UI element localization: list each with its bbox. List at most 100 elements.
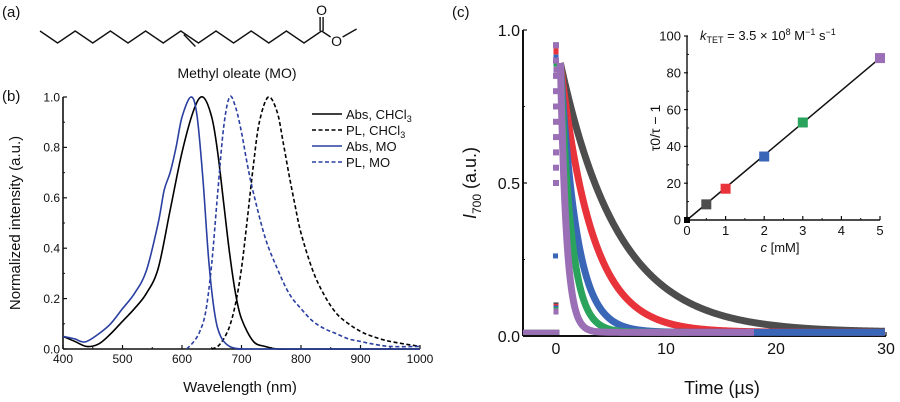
inset-x-tick-label: 2: [761, 223, 768, 238]
chart-c-data-point: [553, 60, 559, 67]
chart-c-x-tick-label: 20: [767, 341, 785, 358]
inset-xlabel-unit: [mM]: [767, 240, 800, 255]
annot-k-sub: TET: [707, 35, 725, 45]
chart-c-inset: 0 1 2 3 4 5 0 20 40 60 80 100: [659, 29, 885, 238]
molecule-name: Methyl oleate (MO): [177, 65, 296, 81]
carbonyl-oxygen: O: [316, 2, 327, 18]
panel-label-c: (c): [452, 4, 470, 21]
chart-c-data-point: [553, 103, 559, 110]
inset-fit-line: [686, 57, 881, 221]
chart-c-xlabel: Time (µs): [684, 378, 760, 398]
inset-xlabel-c: c: [761, 240, 768, 255]
legend-label: PL, CHCl: [346, 123, 400, 138]
chart-b-x-tick-label: 400: [53, 352, 73, 366]
legend-label: Abs, CHCl: [346, 107, 407, 122]
chart-b-xlabel: Wavelength (nm): [183, 379, 297, 396]
chart-c-data-point: [553, 180, 559, 186]
chart-c-decay-curve: [556, 62, 757, 336]
legend-label: Abs, MO: [346, 139, 397, 154]
inset-x-tick-label: 4: [838, 223, 845, 238]
chart-b-y-tick-label: 1.0: [43, 90, 60, 104]
chart-c-data-point: [553, 42, 559, 49]
inset-data-point: [797, 117, 808, 128]
panel-label-a: (a): [2, 4, 20, 21]
inset-data-point: [720, 183, 731, 194]
inset-x-tick-label: 5: [876, 223, 883, 238]
annot-u1: −1: [805, 27, 815, 37]
inset-data-point: [875, 53, 885, 64]
legend-entry: Abs, CHCl3: [346, 107, 412, 124]
inset-y-tick-label: 100: [659, 29, 681, 44]
inset-x-tick-label: 1: [722, 223, 729, 238]
inset-y-tick-label: 40: [667, 139, 681, 154]
chart-c-data-point: [553, 118, 559, 125]
chart-c-y-tick-label: 1.0: [498, 23, 520, 40]
legend-label-sub: 3: [400, 130, 405, 140]
chart-b-x-tick-label: 1000: [407, 352, 434, 366]
chart-b: 400 500 600 700 800 900 1000 0.0 0.2 0.4 0.6 0.8 1.0…: [43, 90, 433, 366]
chart-c: 0 10 20 300.00.51.0: [498, 23, 895, 358]
inset-y-tick-label: 60: [667, 102, 681, 117]
chart-c-ylabel-rest: (a.u.): [460, 147, 480, 194]
chart-b-x-tick-label: 500: [112, 352, 132, 366]
methyl-bond: [342, 28, 357, 38]
inset-data-point: [684, 217, 690, 223]
chart-b-ylabel: Normalized intensity (a.u.): [7, 136, 24, 310]
inset-y-tick-label: 0: [674, 213, 681, 228]
chart-c-data-point: [553, 164, 559, 171]
chart-c-data-point: [553, 149, 559, 156]
chart-c-data-point: [553, 48, 559, 55]
inset-xlabel: c [mM]: [761, 240, 800, 255]
chart-b-series-line: [211, 96, 421, 350]
annot-s: s: [815, 28, 826, 43]
chart-c-ylabel-i: I: [460, 214, 480, 219]
chart-c-decay-curve: [556, 62, 888, 336]
chart-b-y-tick-label: 0.2: [43, 292, 60, 306]
chart-c-ylabel: I700 (a.u.): [460, 147, 484, 219]
chart-c-data-point: [553, 66, 559, 73]
annot-k: k: [700, 28, 708, 43]
chart-b-series-line: [62, 96, 420, 350]
chart-c-data-point: [553, 54, 559, 61]
chart-c-data-point: [553, 57, 559, 64]
chart-b-y-tick-label: 0.8: [43, 141, 60, 155]
annot-text: = 3.5 × 10: [724, 28, 786, 43]
annot-units: M: [791, 28, 805, 43]
legend-entry: Abs, MO: [346, 139, 397, 154]
inset-x-tick-label: 0: [683, 223, 690, 238]
annot-u2: −1: [826, 27, 836, 37]
chart-b-y-tick-label: 0.6: [43, 191, 60, 205]
annot-exp: 8: [786, 27, 791, 37]
legend-entry: PL, CHCl3: [346, 123, 405, 140]
chart-c-x-tick-label: 0: [552, 341, 561, 358]
carbon-chain: [39, 30, 322, 44]
chart-c-decay-curve: [556, 62, 888, 335]
chart-c-data-point: [553, 253, 558, 259]
chart-b-y-tick-label: 0.4: [43, 242, 60, 256]
chart-b-x-tick-label: 900: [350, 352, 370, 366]
legend-entry: PL, MO: [346, 155, 390, 170]
molecule-structure: [39, 17, 357, 47]
panel-label-b: (b): [2, 88, 20, 105]
chart-c-y-tick-label: 0.5: [498, 176, 520, 193]
chart-c-data-point: [553, 308, 559, 315]
chart-c-decay-curve: [556, 62, 888, 336]
chart-c-data-point: [553, 72, 559, 79]
inset-data-point: [759, 151, 770, 162]
chart-b-y-tick-label: 0.0: [43, 342, 60, 356]
chart-c-data-point: [553, 134, 559, 141]
chart-b-x-tick-label: 700: [231, 352, 251, 366]
chart-b-x-tick-label: 800: [291, 352, 311, 366]
double-bond: [183, 34, 196, 47]
chart-b-series-line: [62, 96, 420, 350]
ester-bond: [321, 30, 331, 38]
chart-c-x-tick-label: 10: [657, 341, 675, 358]
chart-c-y-tick-label: 0.0: [498, 329, 520, 346]
legend-label-sub: 3: [407, 114, 412, 124]
inset-x-tick-label: 3: [799, 223, 806, 238]
inset-ylabel: τ0/τ − 1: [647, 105, 663, 152]
ester-oxygen: O: [331, 33, 342, 49]
inset-y-tick-label: 20: [667, 176, 681, 191]
chart-c-ylabel-sub: 700: [470, 194, 484, 214]
